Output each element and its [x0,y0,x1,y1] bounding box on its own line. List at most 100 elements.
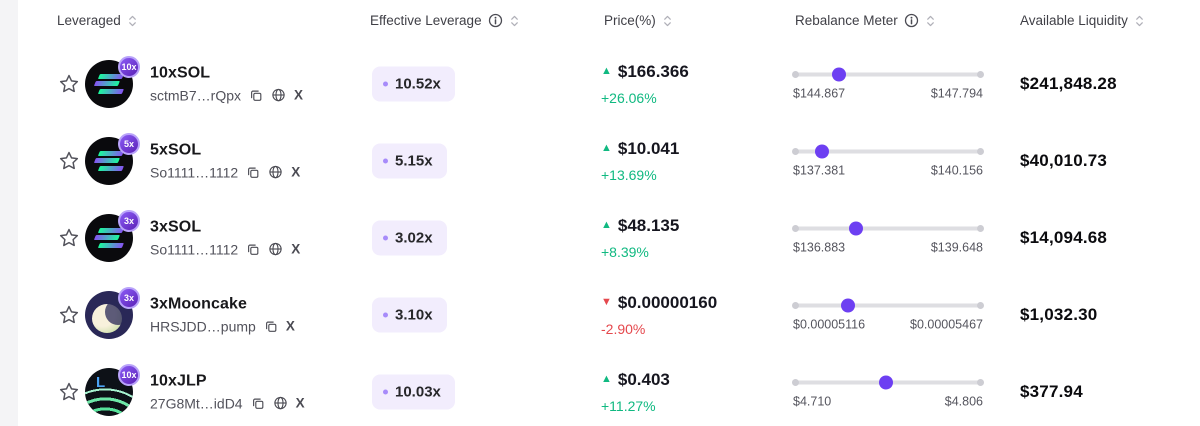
token-name: 3xSOL [150,218,202,235]
column-header-price[interactable]: Price(%) [604,13,673,28]
copy-icon[interactable] [251,396,265,410]
copy-icon[interactable] [264,319,278,333]
slider-end-dot [977,70,984,78]
price-cell: $0.00000160 -2.90% [601,293,717,337]
effective-leverage-cell: 3.02x [372,220,447,255]
meter-high-label: $139.648 [930,240,983,254]
available-liquidity-value: $14,094.68 [1020,227,1108,247]
price-direction-icon [601,220,612,231]
favorite-star-icon[interactable] [58,150,80,172]
effective-leverage-value: 10.03x [395,383,441,400]
table-row[interactable]: L 10x 10xJLP 27G8Mt…idD4 X 10.03x $0.403… [0,353,1200,426]
leverage-dot-icon [383,312,388,317]
info-icon[interactable] [904,13,919,28]
sort-icon[interactable] [925,14,936,28]
token-info: 10xSOL sctmB7…rQpx X [150,64,303,103]
token-address: sctmB7…rQpx [150,87,242,103]
favorite-star-icon[interactable] [58,73,80,95]
price-change: +8.39% [601,243,649,260]
table-row[interactable]: 3x 3xSOL So1111…1112 X 3.02x $48.135 +8.… [0,199,1200,276]
left-edge-strip [0,0,18,426]
leverage-dot-icon [383,389,388,394]
column-header-leveraged[interactable]: Leveraged [57,13,138,28]
price-direction-icon [601,143,612,154]
x-twitter-icon[interactable]: X [285,318,295,334]
x-twitter-icon[interactable]: X [291,241,301,257]
effective-leverage-pill: 3.02x [372,220,447,255]
sort-icon[interactable] [662,14,673,28]
website-globe-icon[interactable] [271,88,286,103]
column-header-label: Effective Leverage [370,13,482,28]
rebalance-meter-cell: $4.710 $4.806 [792,375,984,408]
column-header-available-liquidity[interactable]: Available Liquidity [1020,13,1145,28]
favorite-star-icon[interactable] [58,381,80,403]
table-row[interactable]: 3x 3xMooncake HRSJDD…pump X 3.10x $0.000… [0,276,1200,353]
rebalance-meter-cell: $0.00005116 $0.00005467 [792,298,984,331]
rebalance-slider[interactable] [792,144,984,158]
website-globe-icon[interactable] [268,165,283,180]
info-icon[interactable] [488,13,503,28]
price-cell: $10.041 +13.69% [601,139,679,183]
token-name: 10xJLP [150,372,207,389]
x-twitter-icon[interactable]: X [294,87,304,103]
effective-leverage-value: 3.10x [395,306,433,323]
rebalance-meter-cell: $136.883 $139.648 [792,221,984,254]
slider-end-dot [792,301,799,309]
x-twitter-icon[interactable]: X [295,395,305,411]
slider-thumb[interactable] [841,298,856,312]
favorite-star-icon[interactable] [58,227,80,249]
price-value: $0.00000160 [617,292,718,312]
website-globe-icon[interactable] [273,396,288,411]
table-row[interactable]: 5x 5xSOL So1111…1112 X 5.15x $10.041 +13… [0,122,1200,199]
rebalance-slider[interactable] [792,298,984,312]
effective-leverage-value: 10.52x [395,75,441,92]
favorite-star-icon[interactable] [58,304,80,326]
leverage-badge: 10x [118,363,140,386]
rebalance-slider[interactable] [792,221,984,235]
leverage-badge: 5x [118,132,140,155]
token-info: 10xJLP 27G8Mt…idD4 X [150,372,305,411]
website-globe-icon[interactable] [268,242,283,257]
column-header-effective-leverage[interactable]: Effective Leverage [370,13,520,28]
token-avatar: 10x [85,55,140,108]
table-row[interactable]: 10x 10xSOL sctmB7…rQpx X 10.52x $166.366… [0,45,1200,122]
effective-leverage-cell: 3.10x [372,297,447,332]
slider-thumb[interactable] [831,67,846,81]
slider-end-dot [792,70,799,78]
available-liquidity-value: $40,010.73 [1020,150,1108,170]
token-address: HRSJDD…pump [150,318,256,334]
available-liquidity-value: $241,848.28 [1020,73,1117,93]
price-cell: $48.135 +8.39% [601,216,679,260]
effective-leverage-cell: 5.15x [372,143,447,178]
rebalance-meter-cell: $137.381 $140.156 [792,144,984,177]
meter-low-label: $4.710 [793,394,832,408]
slider-thumb[interactable] [879,375,894,389]
copy-icon[interactable] [246,165,260,179]
price-change: +26.06% [601,89,657,106]
slider-track [793,72,983,76]
sort-icon[interactable] [1134,14,1145,28]
copy-icon[interactable] [249,88,263,102]
x-twitter-icon[interactable]: X [291,164,301,180]
slider-end-dot [792,147,799,155]
effective-leverage-pill: 10.03x [372,374,455,409]
price-cell: $0.403 +11.27% [601,370,670,414]
available-liquidity-value: $377.94 [1020,381,1083,401]
sort-icon[interactable] [509,14,520,28]
price-direction-icon [601,66,612,77]
price-value: $48.135 [617,215,680,235]
meter-low-label: $136.883 [793,240,846,254]
slider-track [793,303,983,307]
slider-thumb[interactable] [848,221,863,235]
slider-thumb[interactable] [814,144,829,158]
sort-icon[interactable] [127,14,138,28]
meter-low-label: $144.867 [793,86,846,100]
rebalance-slider[interactable] [792,375,984,389]
token-address: So1111…1112 [150,164,239,180]
copy-icon[interactable] [246,242,260,256]
column-header-rebalance-meter[interactable]: Rebalance Meter [795,13,936,28]
price-value: $166.366 [617,61,689,81]
effective-leverage-value: 3.02x [395,229,433,246]
meter-high-label: $4.806 [944,394,983,408]
rebalance-slider[interactable] [792,67,984,81]
